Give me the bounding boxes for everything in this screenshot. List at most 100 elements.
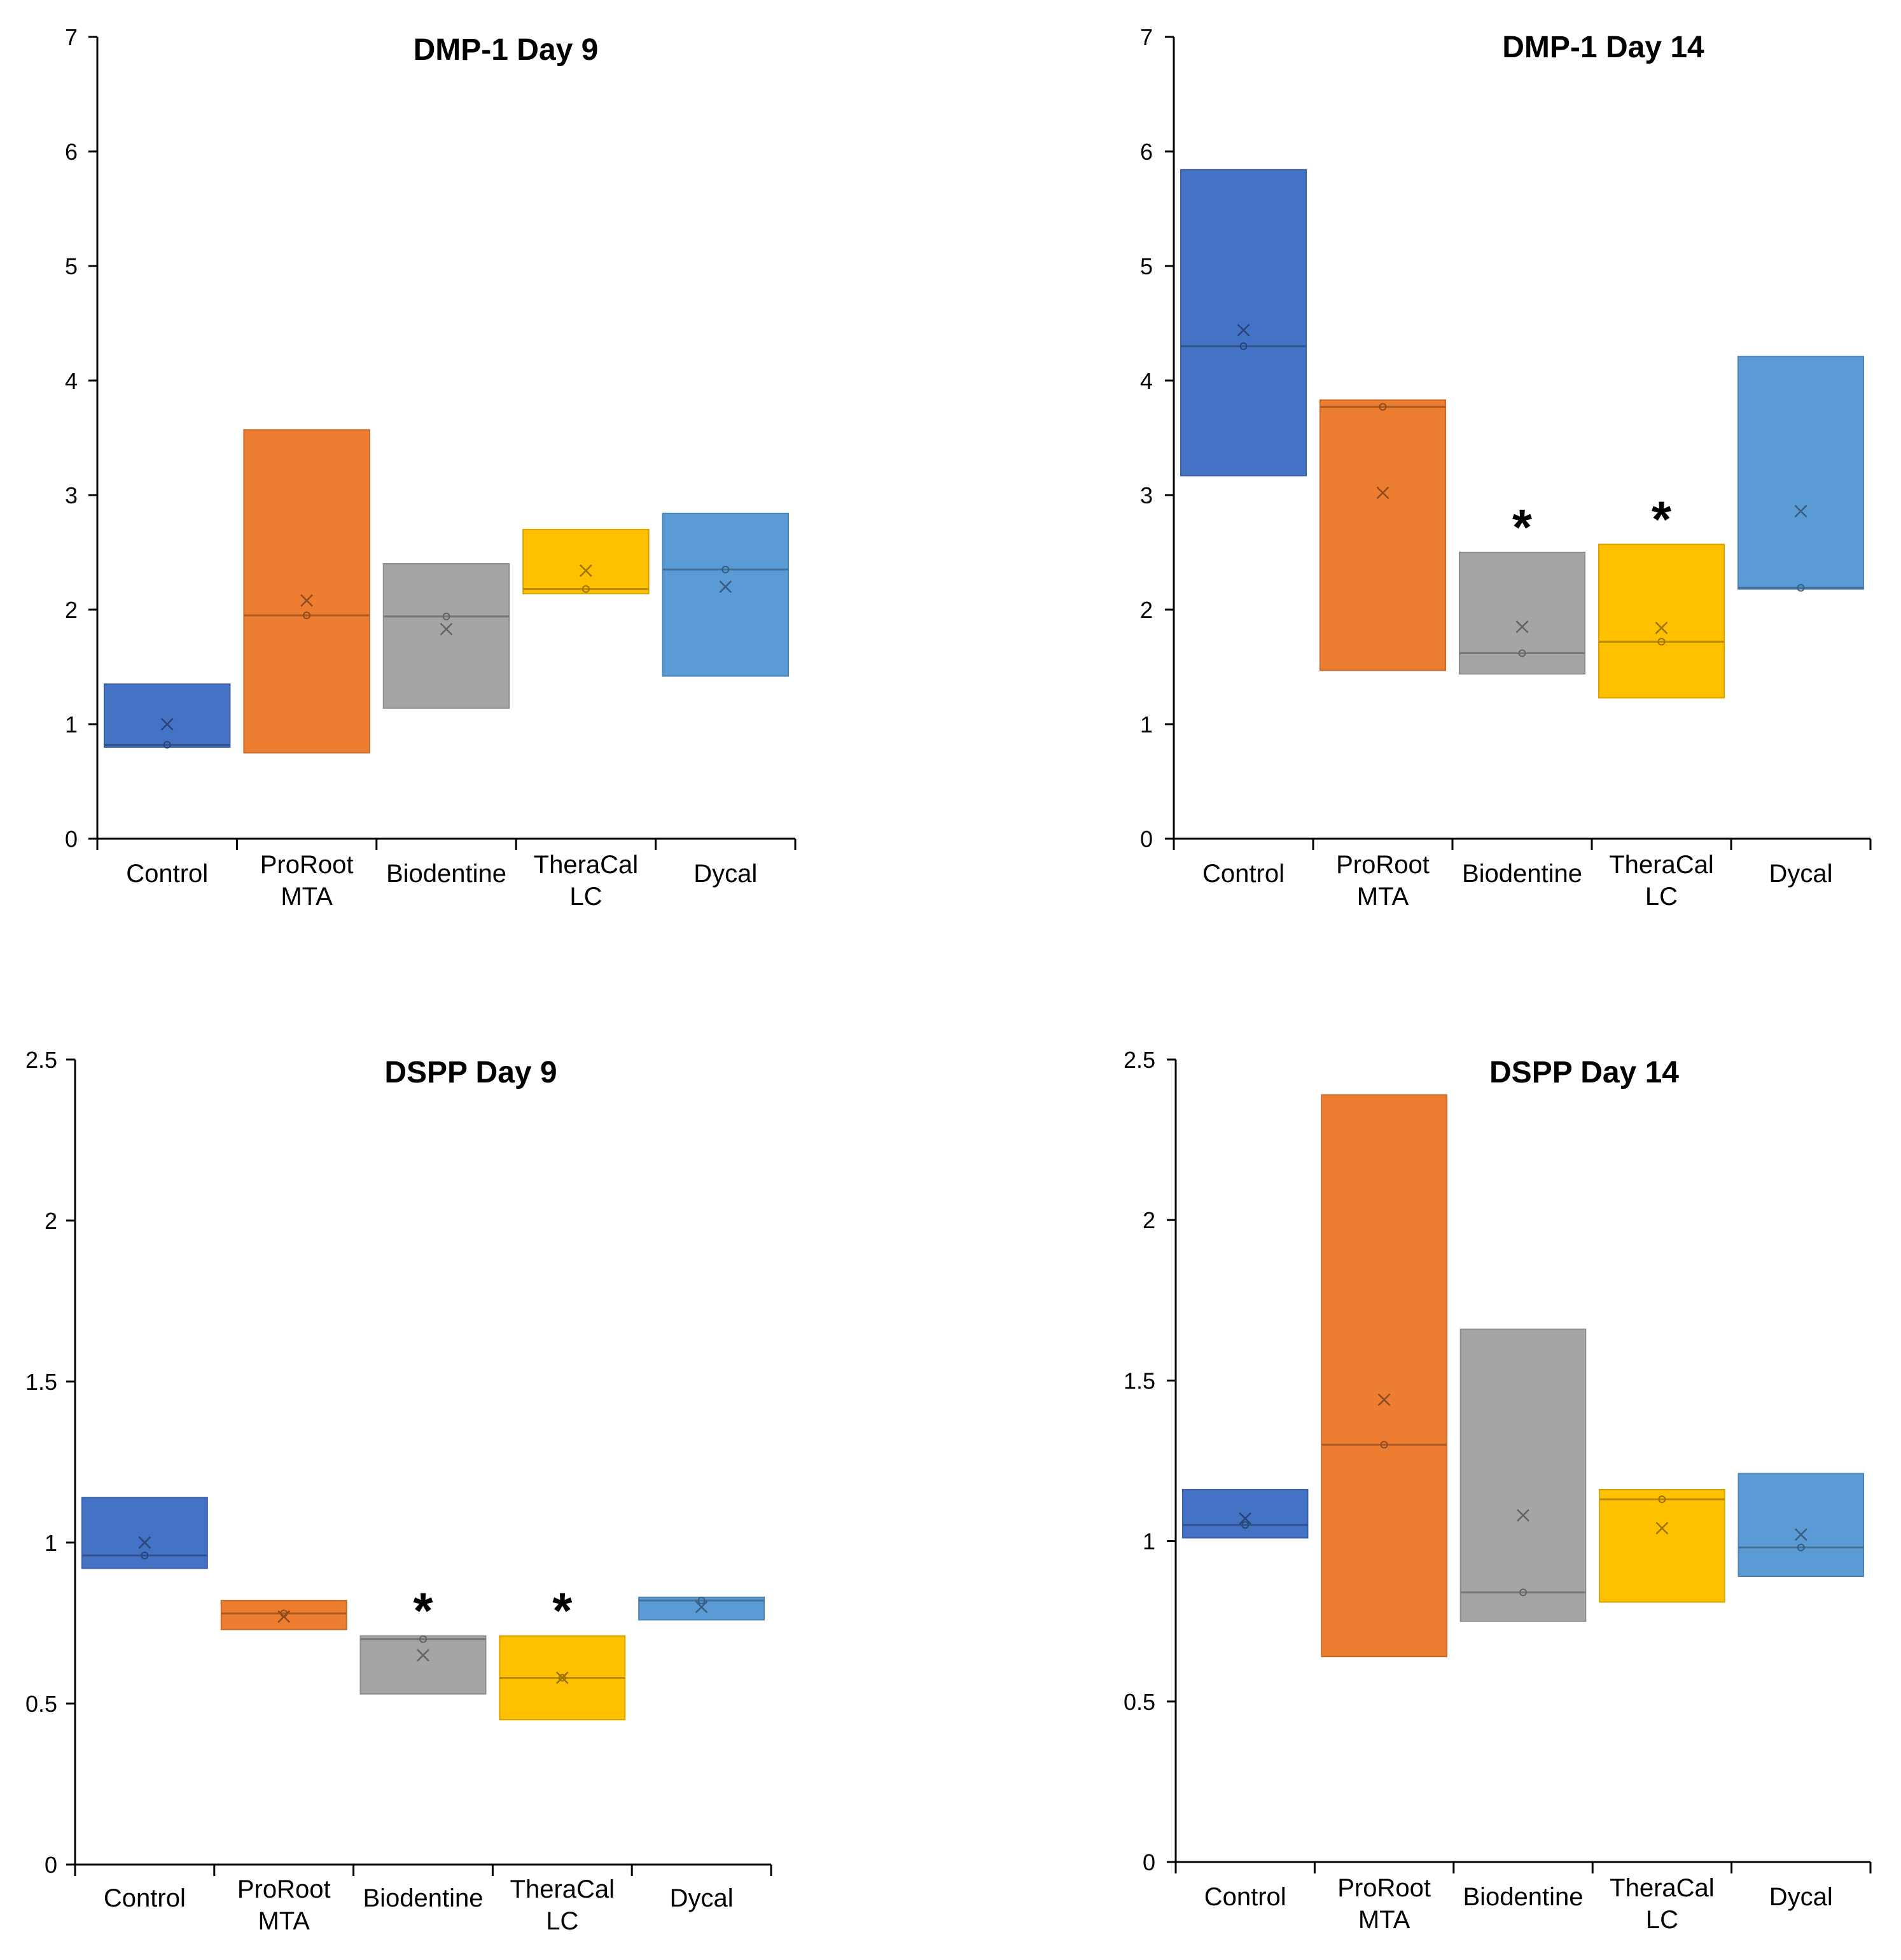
y-tick-label: 2 xyxy=(1143,1207,1155,1233)
category-label-line: LC xyxy=(1645,883,1678,911)
chart-title: DSPP Day 14 xyxy=(1489,1056,1679,1089)
y-tick-label: 1 xyxy=(45,1530,57,1556)
category-label-line: LC xyxy=(1646,1906,1678,1934)
chart-panel: DSPP Day 14 0 0.5 1 1.5 2 2.5 Control ProRoot MTA… xyxy=(1124,1047,1872,1934)
median-point xyxy=(1380,1441,1388,1449)
median-point xyxy=(558,1674,566,1682)
median-point xyxy=(303,612,311,619)
box-biodentine xyxy=(1459,1328,1587,1622)
category-label-line: Biodentine xyxy=(1462,860,1582,888)
mean-marker-stroke xyxy=(1655,621,1668,634)
category-label-line: Control xyxy=(1204,1883,1286,1911)
median-point xyxy=(419,1635,427,1643)
category-label: Biodentine xyxy=(363,1884,483,1912)
median-point xyxy=(141,1551,149,1560)
significance-star: * xyxy=(413,1583,433,1639)
y-tick-label: 4 xyxy=(65,368,78,394)
category-label-line: Biodentine xyxy=(386,860,506,888)
y-tick-label: 2.5 xyxy=(1124,1047,1155,1073)
category-label-line: LC xyxy=(546,1907,578,1935)
category-label-line: Biodentine xyxy=(1463,1883,1583,1911)
category-label-line: ProRoot xyxy=(260,851,354,879)
category-label: TheraCal LC xyxy=(1610,1874,1715,1934)
category-label: TheraCal LC xyxy=(1609,851,1714,911)
mean-marker xyxy=(1376,486,1389,500)
mean-marker-stroke xyxy=(719,580,732,593)
y-tick-label: 2 xyxy=(1140,597,1153,623)
category-label: ProRoot MTA xyxy=(260,851,354,911)
y-tick-label: 1.5 xyxy=(25,1369,57,1395)
median-point xyxy=(581,585,590,593)
y-tick-label: 4 xyxy=(1140,368,1153,394)
category-label-line: Control xyxy=(1202,860,1285,888)
box-biodentine xyxy=(382,563,510,709)
mean-marker xyxy=(580,564,592,577)
mean-marker-stroke xyxy=(1794,1528,1807,1541)
median-point xyxy=(442,612,450,620)
category-label-line: ProRoot xyxy=(237,1875,331,1903)
y-tick-label: 2 xyxy=(65,597,78,623)
mean-marker xyxy=(1655,621,1668,634)
median-point xyxy=(697,1597,706,1605)
median-point xyxy=(1239,342,1248,350)
box-biodentine xyxy=(1458,552,1586,675)
median-point xyxy=(1797,584,1805,592)
mean-marker xyxy=(1237,323,1250,337)
mean-marker-stroke xyxy=(1377,1393,1391,1406)
mean-marker-stroke xyxy=(1237,323,1250,337)
category-label: Control xyxy=(126,860,208,888)
box-control xyxy=(103,683,231,748)
mean-marker xyxy=(1794,505,1807,518)
y-tick-label: 2.5 xyxy=(25,1047,57,1073)
mean-marker xyxy=(1377,1393,1391,1406)
chart-title: DSPP Day 9 xyxy=(384,1056,557,1089)
mean-marker-stroke xyxy=(580,564,592,577)
category-label: TheraCal LC xyxy=(510,1875,615,1935)
category-label-line: Dycal xyxy=(1769,860,1832,888)
mean-marker-stroke xyxy=(1794,505,1807,518)
mean-marker-stroke xyxy=(300,594,313,607)
median-point xyxy=(1797,1543,1805,1551)
y-tick-label: 1.5 xyxy=(1124,1368,1155,1394)
category-label: Biodentine xyxy=(1462,860,1582,888)
box-dycal xyxy=(1737,356,1865,590)
mean-marker-stroke xyxy=(555,1671,569,1684)
category-label-line: MTA xyxy=(281,883,333,911)
y-tick-label: 0 xyxy=(65,826,78,852)
median-point xyxy=(1379,403,1387,411)
category-label: Dycal xyxy=(1769,860,1832,888)
mean-marker-stroke xyxy=(1517,1509,1529,1522)
box-control xyxy=(81,1497,208,1569)
median-point xyxy=(1657,638,1666,646)
mean-marker xyxy=(160,718,174,731)
mean-marker xyxy=(555,1671,569,1684)
mean-marker-stroke xyxy=(1515,620,1529,633)
category-label-line: TheraCal xyxy=(1609,851,1714,879)
mean-marker-stroke xyxy=(277,1610,291,1623)
category-label: Dycal xyxy=(693,860,757,888)
median-point xyxy=(1241,1521,1250,1529)
chart-panel: DSPP Day 9 0 0.5 1 1.5 2 2.5 Control ProRoot MTA *… xyxy=(25,1047,772,1935)
box-control xyxy=(1181,1488,1309,1539)
y-tick-label: 0.5 xyxy=(25,1691,57,1717)
mean-marker xyxy=(1517,1509,1529,1522)
y-tick-label: 7 xyxy=(65,24,78,50)
box-theracal-lc xyxy=(1599,1488,1725,1603)
box-proroot-mta xyxy=(1319,399,1447,671)
y-tick-label: 3 xyxy=(65,482,78,508)
category-label-line: Control xyxy=(104,1884,186,1912)
y-tick-label: 7 xyxy=(1140,24,1153,50)
y-tick-label: 2 xyxy=(45,1208,57,1234)
mean-marker xyxy=(440,622,453,636)
median-point xyxy=(1519,1588,1527,1597)
category-label: Control xyxy=(104,1884,186,1912)
mean-marker xyxy=(719,580,732,593)
median-point xyxy=(721,566,730,573)
mean-marker-stroke xyxy=(138,1536,151,1549)
box-dycal xyxy=(1737,1473,1865,1578)
chart-panel: DMP-1 Day 9 0 1 2 3 4 5 6 7 Control ProRoot MTA Biod… xyxy=(65,24,797,911)
category-label-line: TheraCal xyxy=(1610,1874,1715,1902)
category-label: TheraCal LC xyxy=(534,851,639,911)
y-tick-label: 0 xyxy=(45,1852,57,1878)
